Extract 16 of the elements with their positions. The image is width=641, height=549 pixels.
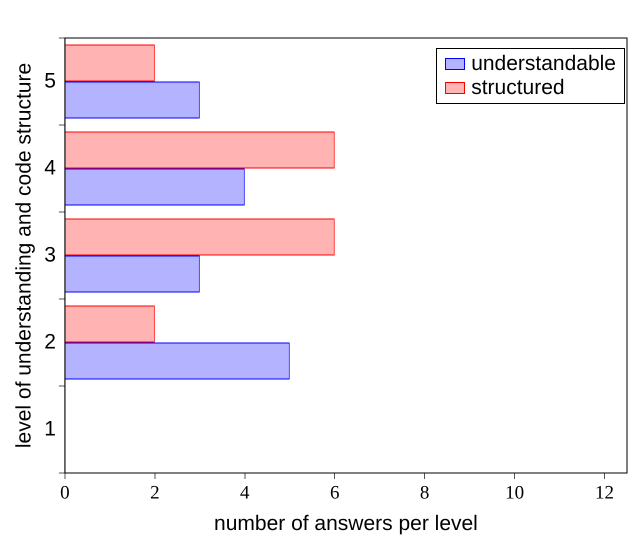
x-tick-label: 0 (60, 482, 70, 504)
x-tick-label: 8 (420, 482, 430, 504)
x-tick-label: 2 (150, 482, 160, 504)
legend-label: structured (471, 76, 565, 100)
legend-label: understandable (471, 52, 616, 76)
y-axis-title: level of understanding and code structure (12, 62, 36, 448)
x-tick-label: 6 (330, 482, 340, 504)
y-tick-label: 1 (44, 417, 56, 440)
x-axis-title: number of answers per level (214, 512, 478, 536)
x-tick-label: 12 (595, 482, 614, 504)
x-tick-label: 10 (505, 482, 524, 504)
y-tick-label: 3 (44, 243, 56, 266)
y-tick-label: 2 (44, 330, 56, 354)
y-tick-label: 5 (44, 69, 56, 92)
y-tick-label: 4 (44, 156, 56, 180)
x-tick-label: 4 (240, 482, 250, 504)
